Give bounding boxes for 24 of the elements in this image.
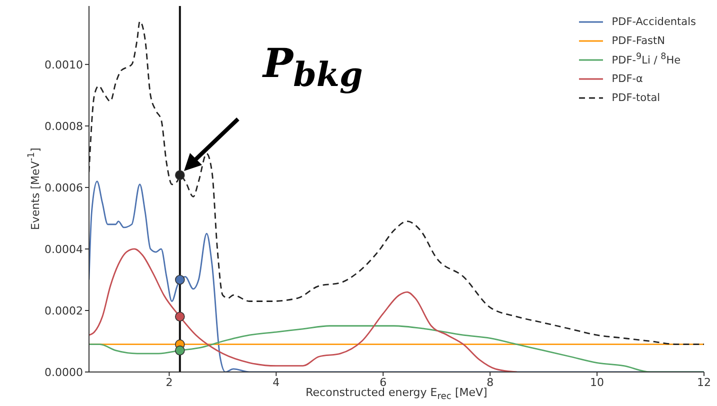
point	[175, 312, 185, 322]
y-tick-label: 0.0008	[44, 120, 83, 133]
x-axis-title: Reconstructed energy E$_{rec}$ [MeV]	[306, 386, 488, 402]
x-tick-label: 12	[697, 376, 711, 389]
y-tick-label: 0.0006	[44, 181, 83, 194]
y-tick-label: 0.0000	[44, 366, 83, 379]
legend-label: PDF-$^{9}$Li / $^{8}$He	[612, 52, 681, 67]
y-tick-label: 0.0010	[44, 58, 83, 72]
x-tick-label: 2	[166, 376, 173, 389]
point	[175, 170, 185, 180]
line-series	[89, 248, 518, 372]
x-tick-label: 4	[272, 376, 280, 389]
annotation: P$_{bkg}$	[263, 40, 363, 94]
y-tick-label: 0.0002	[44, 304, 83, 318]
x-tick-label: 10	[590, 376, 604, 389]
point	[175, 274, 185, 285]
legend-label: PDF-FastN	[612, 34, 665, 46]
legend-label: PDF-total	[612, 92, 660, 104]
legend-label: PDF-Accidentals	[612, 16, 696, 28]
point	[175, 346, 185, 356]
legend-label: PDF-α	[612, 72, 643, 84]
x-tick-label: 8	[486, 376, 494, 389]
y-tick-label: 0.0004	[44, 242, 83, 256]
x-tick-label: 6	[380, 376, 387, 389]
